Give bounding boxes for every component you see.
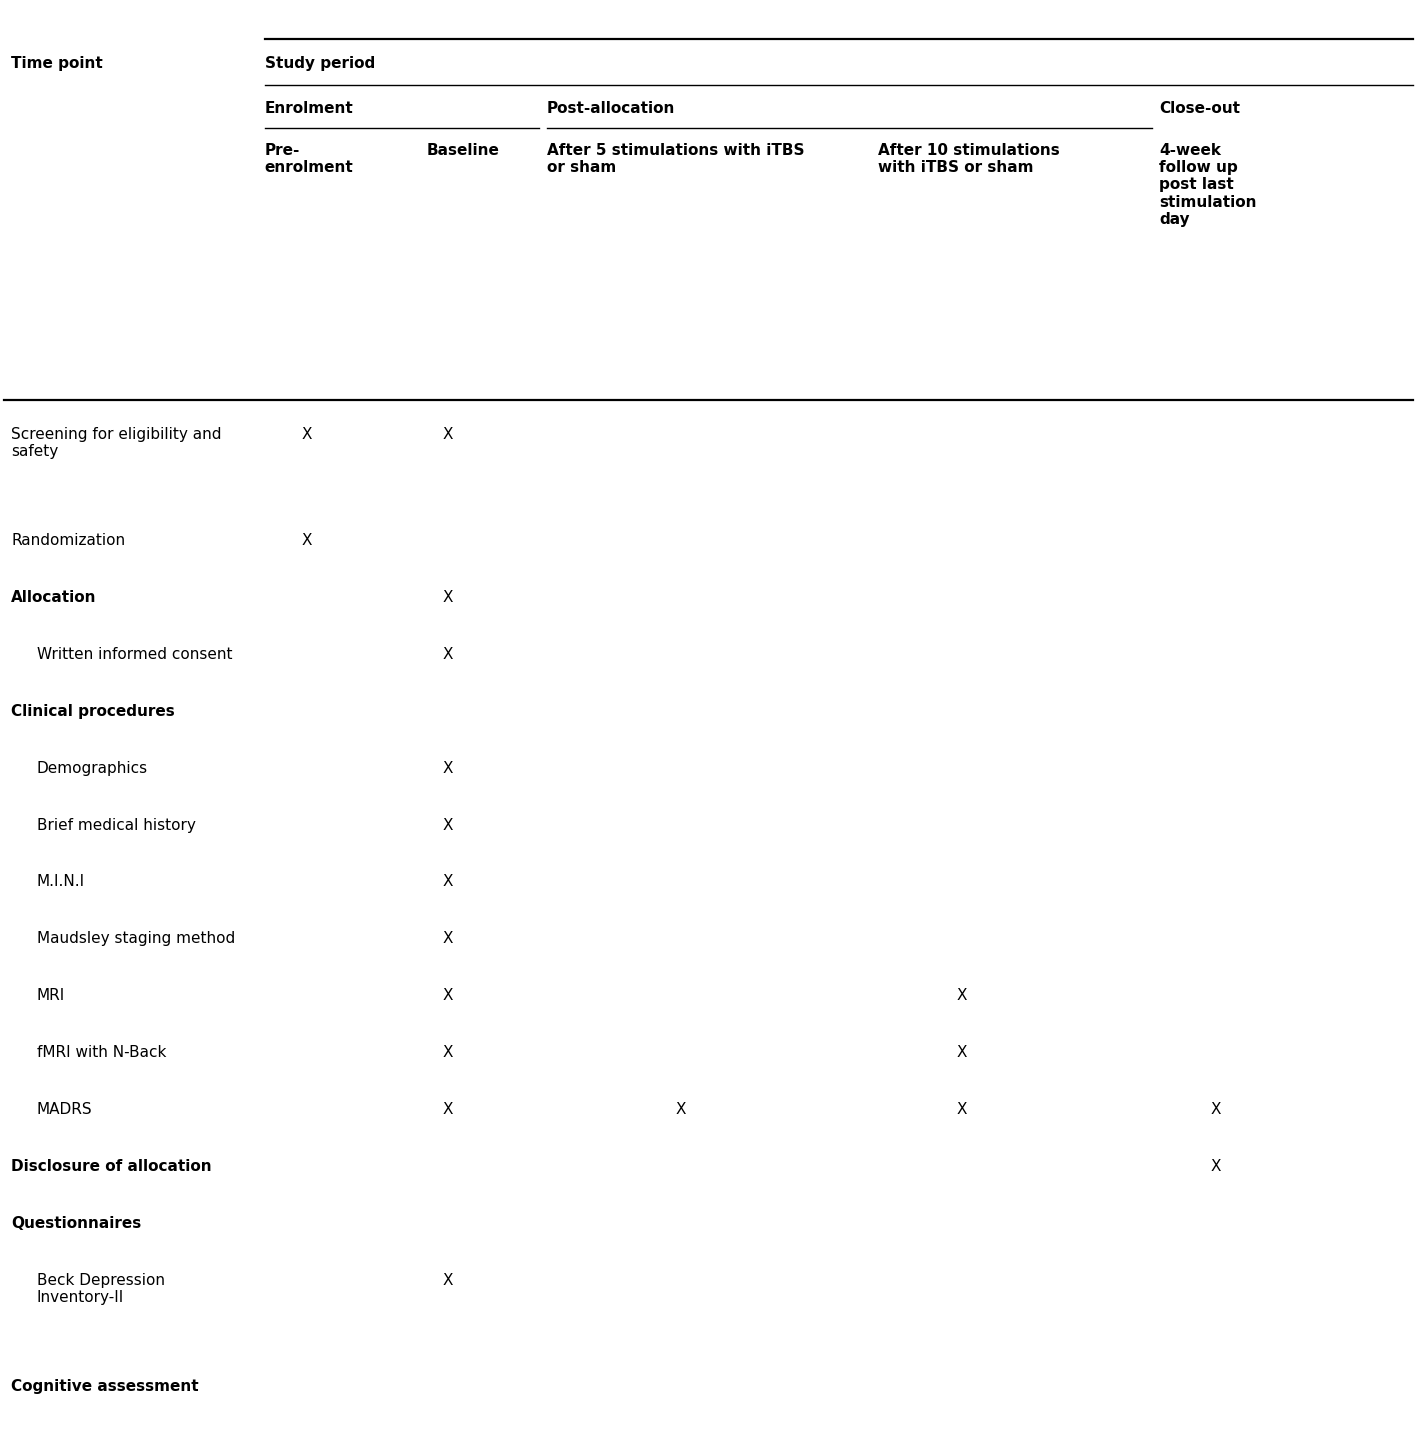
Text: Clinical procedures: Clinical procedures [11,704,174,718]
Text: Maudsley staging method: Maudsley staging method [37,931,235,946]
Text: Baseline: Baseline [427,142,500,158]
Text: X: X [442,1101,453,1117]
Text: Cognitive assessment: Cognitive assessment [11,1380,198,1394]
Text: 4-week
follow up
post last
stimulation
day: 4-week follow up post last stimulation d… [1159,142,1257,227]
Text: Disclosure of allocation: Disclosure of allocation [11,1159,211,1174]
Text: X: X [442,817,453,833]
Text: MADRS: MADRS [37,1101,92,1117]
Text: Enrolment: Enrolment [265,100,353,116]
Text: X: X [442,427,453,442]
Text: Time point: Time point [11,56,103,72]
Text: X: X [442,875,453,889]
Text: Pre-
enrolment: Pre- enrolment [265,142,353,175]
Text: MRI: MRI [37,988,65,1004]
Text: X: X [1210,1159,1221,1174]
Text: fMRI with N-Back: fMRI with N-Back [37,1045,166,1060]
Text: M.I.N.I: M.I.N.I [37,875,85,889]
Text: Screening for eligibility and
safety: Screening for eligibility and safety [11,427,221,459]
Text: Demographics: Demographics [37,760,147,776]
Text: X: X [956,1045,968,1060]
Text: Written informed consent: Written informed consent [37,647,232,663]
Text: X: X [442,1045,453,1060]
Text: Close-out: Close-out [1159,100,1240,116]
Text: X: X [956,988,968,1004]
Text: After 10 stimulations
with iTBS or sham: After 10 stimulations with iTBS or sham [877,142,1060,175]
Text: Randomization: Randomization [11,533,125,548]
Text: X: X [956,1101,968,1117]
Text: Study period: Study period [265,56,376,72]
Text: X: X [442,647,453,663]
Text: X: X [442,591,453,605]
Text: X: X [302,427,312,442]
Text: Questionnaires: Questionnaires [11,1216,142,1230]
Text: Post-allocation: Post-allocation [547,100,674,116]
Text: Brief medical history: Brief medical history [37,817,196,833]
Text: X: X [442,988,453,1004]
Text: X: X [442,760,453,776]
Text: X: X [302,533,312,548]
Text: X: X [1210,1101,1221,1117]
Text: Beck Depression
Inventory-II: Beck Depression Inventory-II [37,1272,164,1305]
Text: After 5 stimulations with iTBS
or sham: After 5 stimulations with iTBS or sham [547,142,803,175]
Text: X: X [442,931,453,946]
Text: X: X [674,1101,686,1117]
Text: Allocation: Allocation [11,591,96,605]
Text: X: X [442,1272,453,1288]
